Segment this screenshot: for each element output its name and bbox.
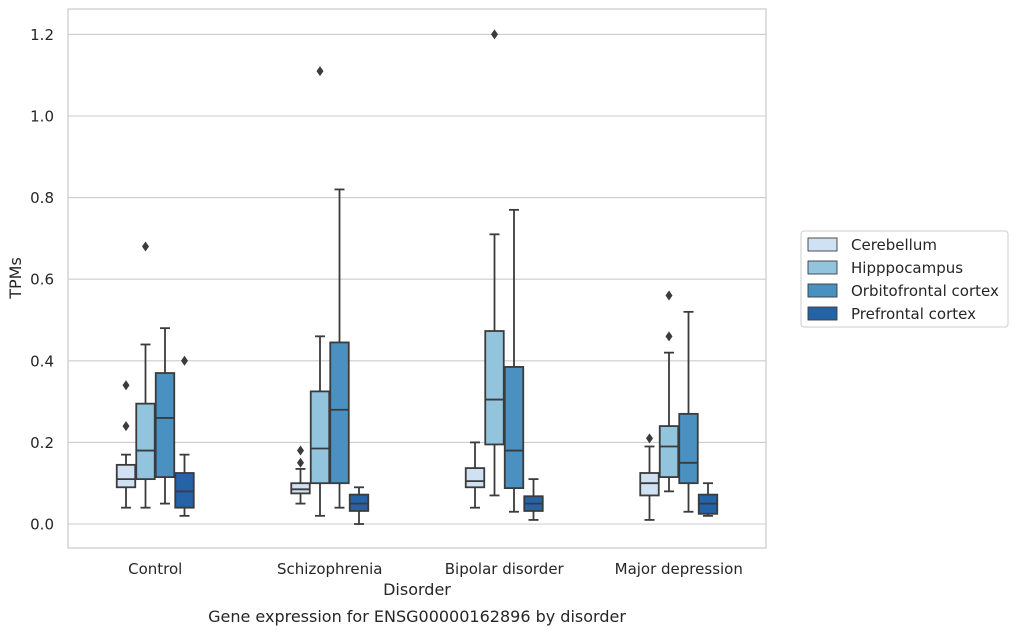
box-iqr (464, 467, 486, 489)
plot-frame (67, 8, 767, 549)
outlier-point (665, 331, 673, 342)
legend-swatch (807, 260, 838, 275)
y-tick-label: 1.0 (30, 108, 54, 126)
box-plot (329, 188, 350, 509)
legend-label: Hipppocampus (851, 259, 963, 277)
outlier-point (297, 445, 304, 456)
box-plot (523, 478, 544, 521)
outlier-point (122, 380, 130, 391)
box-iqr (115, 463, 137, 489)
x-tick-label: Bipolar disorder (445, 560, 565, 578)
box-plot (309, 66, 331, 517)
legend-swatch (807, 237, 838, 252)
outlier-point (665, 290, 673, 301)
box-iqr (658, 425, 680, 478)
legend-swatch (807, 306, 838, 321)
legend-label: Orbitofrontal cortex (851, 282, 999, 300)
box-plot (697, 482, 719, 517)
y-tick-labels: 0.0 0.2 0.4 0.6 0.8 1.0 1.2 (30, 26, 54, 534)
outlier-point (297, 457, 304, 468)
box-plot (503, 208, 525, 513)
box-plot (639, 433, 660, 521)
outlier-point (491, 29, 498, 40)
box-iqr (329, 341, 350, 485)
legend-swatch (807, 283, 838, 298)
y-tick-label: 0.6 (30, 271, 54, 289)
outlier-point (316, 66, 324, 77)
box-iqr (678, 412, 699, 485)
x-axis-label: Disorder (383, 580, 451, 599)
y-tick-label: 0.8 (30, 189, 54, 207)
outlier-point (122, 421, 130, 432)
y-tick-label: 0.0 (30, 516, 54, 534)
box-plot (658, 290, 680, 493)
box-plot (154, 327, 176, 505)
x-tick-labels: Control Schizophrenia Bipolar disorder Majo… (128, 560, 743, 578)
box-iqr (290, 482, 311, 495)
legend: Cerebellum Hipppocampus Orbitofrontal cort… (800, 230, 1009, 328)
y-tick-label: 0.2 (30, 434, 54, 452)
box-plot (135, 241, 156, 509)
box-plot (484, 29, 505, 497)
box-iqr (135, 402, 156, 481)
y-tick-label: 0.4 (30, 352, 54, 370)
outlier-point (181, 355, 188, 366)
box-plot (464, 441, 486, 509)
box-iqr (309, 390, 331, 485)
box-iqr (503, 366, 525, 489)
legend-label: Cerebellum (851, 236, 937, 254)
box-plot (678, 310, 699, 513)
outlier-point (142, 241, 149, 252)
legend-label: Prefrontal cortex (851, 305, 976, 323)
box-plot (115, 380, 137, 509)
y-tick-label: 1.2 (30, 26, 54, 44)
x-tick-label: Major depression (615, 560, 743, 578)
box-iqr (484, 330, 505, 446)
legend-frame (800, 230, 1009, 328)
boxes (115, 29, 719, 525)
box-iqr (174, 472, 195, 509)
box-iqr (154, 372, 176, 478)
box-plot (174, 355, 195, 517)
box-plot (348, 486, 370, 525)
outlier-point (646, 433, 653, 444)
y-axis-label: TPMs (6, 257, 25, 300)
x-tick-label: Schizophrenia (277, 560, 382, 578)
box-iqr (639, 472, 660, 497)
chart-caption: Gene expression for ENSG00000162896 by d… (208, 607, 626, 626)
box-plot (290, 445, 311, 505)
x-tick-label: Control (128, 560, 182, 578)
